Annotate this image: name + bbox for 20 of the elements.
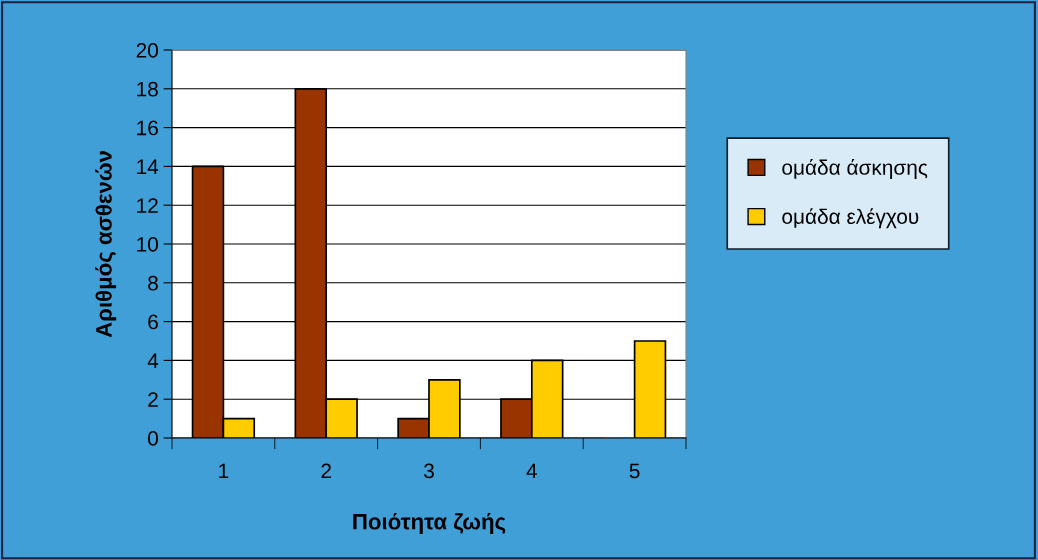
y-tick-label: 2 <box>148 392 158 407</box>
y-tick-label: 12 <box>137 198 158 213</box>
x-tick-label: 5 <box>629 463 640 479</box>
legend-label: ομάδα άσκησης <box>782 158 928 179</box>
y-tick-label: 20 <box>136 43 158 58</box>
y-tick-label: 10 <box>137 237 158 252</box>
y-tick-label: 16 <box>137 120 158 136</box>
y-tick-label: 0 <box>148 431 158 446</box>
y-tick-label: 18 <box>137 81 158 97</box>
x-tick-label: 4 <box>526 463 537 479</box>
legend-label: ομάδα ελέγχου <box>782 208 919 229</box>
x-tick-label: 2 <box>321 463 331 479</box>
x-axis-title: Ποιότητα ζωής <box>353 512 506 534</box>
y-tick-label: 4 <box>147 353 159 368</box>
y-tick-label: 8 <box>148 275 158 291</box>
x-tick-label: 3 <box>424 463 434 479</box>
y-tick-label: 6 <box>148 314 158 330</box>
y-tick-label: 14 <box>137 159 159 174</box>
x-tick-label: 1 <box>219 463 229 479</box>
y-axis-title: Αριθμός ασθενών <box>95 151 117 338</box>
